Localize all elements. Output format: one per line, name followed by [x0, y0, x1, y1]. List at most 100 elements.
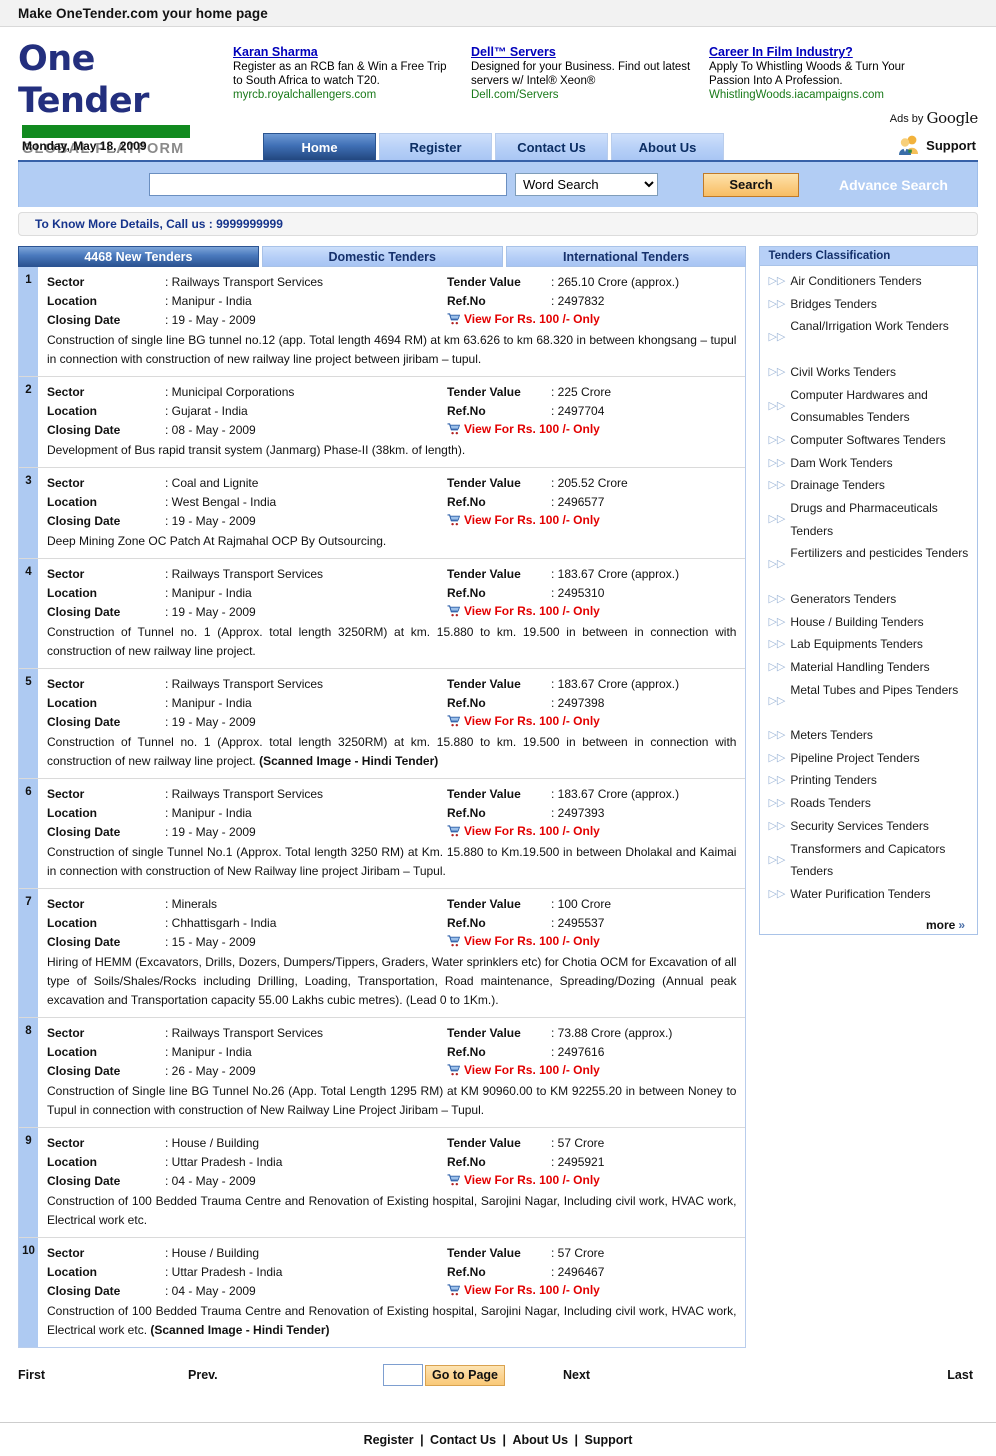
classification-item[interactable]: ▷▷ Air Conditioners Tenders — [766, 270, 971, 293]
pagination-prev[interactable]: Prev. — [188, 1368, 218, 1382]
view-tender-link[interactable]: View For Rs. 100 /- Only — [447, 714, 736, 728]
tender-note: (Scanned Image - Hindi Tender) — [150, 1323, 330, 1337]
footer-separator: | — [571, 1432, 582, 1447]
tender-left-fields: Sector: Railways Transport Services Locat… — [47, 785, 447, 842]
classification-item[interactable]: ▷▷ Meters Tenders — [766, 724, 971, 747]
closing-date-value: : 19 - May - 2009 — [165, 715, 256, 729]
tab-home[interactable]: Home — [263, 133, 376, 160]
classification-item[interactable]: ▷▷ Computer Hardwares and Consumables Ten… — [766, 384, 971, 429]
ads-region: Karan Sharma Register as an RCB fan & Wi… — [233, 33, 978, 131]
classification-item[interactable]: ▷▷ Bridges Tenders — [766, 293, 971, 316]
tab-register[interactable]: Register — [379, 133, 492, 160]
ref-no-label: Ref.No — [447, 806, 486, 820]
tab-international-tenders[interactable]: International Tenders — [505, 246, 747, 267]
classification-item-label: Water Purification Tenders — [790, 886, 931, 901]
support-link[interactable]: Support — [897, 134, 976, 156]
footer-link-register[interactable]: Register — [363, 1432, 414, 1447]
sector-value: : House / Building — [165, 1246, 260, 1260]
tender-value-amount: : 225 Crore — [551, 385, 612, 399]
go-to-page-button[interactable]: Go to Page — [425, 1364, 505, 1386]
location-value: : Manipur - India — [165, 294, 252, 308]
view-tender-link[interactable]: View For Rs. 100 /- Only — [447, 604, 736, 618]
page-number-input[interactable] — [383, 1364, 423, 1386]
classification-item-label: Bridges Tenders — [790, 296, 877, 311]
pagination-last[interactable]: Last — [947, 1368, 973, 1382]
logo-green-bar — [22, 125, 190, 138]
sector-value: : Railways Transport Services — [165, 275, 324, 289]
cart-icon — [447, 825, 460, 837]
chevron-double-right-icon: ▷▷ — [768, 479, 786, 492]
chevron-double-right-icon: ▷▷ — [768, 275, 786, 287]
classification-item[interactable]: ▷▷ Canal/Irrigation Work Tenders — [766, 315, 971, 360]
make-homepage-text[interactable]: Make OneTender.com your home page — [18, 5, 268, 21]
view-tender-link[interactable]: View For Rs. 100 /- Only — [447, 824, 736, 838]
search-button[interactable]: Search — [703, 172, 799, 197]
classification-more-link[interactable]: more» — [760, 914, 977, 934]
tender-value-label: Tender Value — [447, 385, 521, 399]
classification-item[interactable]: ▷▷ Metal Tubes and Pipes Tenders — [766, 679, 971, 724]
ad-title-link-3[interactable]: Career In Film Industry? — [709, 45, 853, 59]
tender-body: Sector: Railways Transport Services Locat… — [38, 779, 745, 888]
classification-item[interactable]: ▷▷ Roads Tenders — [766, 792, 971, 815]
ad-url-1[interactable]: myrcb.royalchallengers.com — [233, 89, 377, 101]
view-tender-label: View For Rs. 100 /- Only — [464, 714, 600, 728]
footer-link-about-us[interactable]: About Us — [512, 1432, 569, 1447]
tender-description: Construction of Tunnel no. 1 (Approx. to… — [47, 625, 737, 658]
advance-search-link[interactable]: Advance Search — [839, 176, 948, 193]
tender-left-fields: Sector: Railways Transport Services Locat… — [47, 1024, 447, 1081]
classification-item[interactable]: ▷▷ Lab Equipments Tenders — [766, 633, 971, 656]
pagination-first[interactable]: First — [18, 1368, 46, 1382]
classification-item[interactable]: ▷▷ Computer Softwares Tenders — [766, 429, 971, 452]
tender-value-amount: : 57 Crore — [551, 1136, 605, 1150]
classification-item[interactable]: ▷▷ Water Purification Tenders — [766, 883, 971, 906]
view-tender-link[interactable]: View For Rs. 100 /- Only — [447, 1063, 736, 1077]
pagination-next[interactable]: Next — [562, 1368, 591, 1382]
cart-icon — [447, 935, 460, 947]
ref-no-label: Ref.No — [447, 1155, 486, 1169]
tender-description: Construction of 100 Bedded Trauma Centre… — [47, 1194, 737, 1227]
classification-item[interactable]: ▷▷ Drugs and Pharmaceuticals Tenders — [766, 497, 971, 542]
classification-item[interactable]: ▷▷ Transformers and Capicators Tenders — [766, 838, 971, 883]
tender-right-fields: Tender Value: 57 Crore Ref.No: 2496467 Vie… — [447, 1244, 736, 1301]
classification-item[interactable]: ▷▷ Pipeline Project Tenders — [766, 747, 971, 770]
view-tender-link[interactable]: View For Rs. 100 /- Only — [447, 1283, 736, 1297]
classification-item[interactable]: ▷▷ Civil Works Tenders — [766, 361, 971, 384]
classification-item[interactable]: ▷▷ Fertilizers and pesticides Tenders — [766, 542, 971, 587]
ref-no-label: Ref.No — [447, 696, 486, 710]
ad-title-link-1[interactable]: Karan Sharma — [233, 45, 318, 59]
logo[interactable]: One Tender GLOBAL PLATFORM — [18, 33, 233, 157]
view-tender-link[interactable]: View For Rs. 100 /- Only — [447, 1173, 736, 1187]
classification-item-label: Computer Softwares Tenders — [790, 432, 946, 447]
view-tender-link[interactable]: View For Rs. 100 /- Only — [447, 422, 736, 436]
classification-item[interactable]: ▷▷ Material Handling Tenders — [766, 656, 971, 679]
view-tender-link[interactable]: View For Rs. 100 /- Only — [447, 312, 736, 326]
classification-item[interactable]: ▷▷ Drainage Tenders — [766, 474, 971, 497]
tender-value-label: Tender Value — [447, 275, 521, 289]
footer-link-support[interactable]: Support — [584, 1432, 633, 1447]
classification-item[interactable]: ▷▷ Security Services Tenders — [766, 815, 971, 838]
classification-item[interactable]: ▷▷ Printing Tenders — [766, 769, 971, 792]
tender-right-fields: Tender Value: 225 Crore Ref.No: 2497704 Vi… — [447, 383, 736, 440]
classification-item[interactable]: ▷▷ House / Building Tenders — [766, 611, 971, 634]
classification-item[interactable]: ▷▷ Dam Work Tenders — [766, 452, 971, 475]
tab-contact-us[interactable]: Contact Us — [495, 133, 608, 160]
tab-new-tenders[interactable]: 4468 New Tenders — [18, 246, 259, 267]
tender-list: 1 Sector: Railways Transport Services Loca… — [18, 267, 747, 1348]
ad-title-link-2[interactable]: Dell™ Servers — [471, 45, 556, 59]
footer-link-contact-us[interactable]: Contact Us — [430, 1432, 497, 1447]
tender-description: Construction of single Tunnel No.1 (Appr… — [47, 845, 737, 878]
tenders-classification-box: Tenders Classification ▷▷ Air Conditioner… — [759, 246, 978, 935]
view-tender-link[interactable]: View For Rs. 100 /- Only — [447, 934, 736, 948]
view-tender-link[interactable]: View For Rs. 100 /- Only — [447, 513, 736, 527]
tab-domestic-tenders[interactable]: Domestic Tenders — [261, 246, 503, 267]
ad-url-3[interactable]: WhistlingWoods.iacampaigns.com — [709, 89, 884, 101]
tender-left-fields: Sector: Minerals Location: Chhattisgarh -… — [47, 895, 447, 952]
tender-description: Construction of Single line BG Tunnel No… — [47, 1084, 737, 1117]
search-mode-select[interactable]: Word Search — [515, 173, 658, 196]
classification-item[interactable]: ▷▷ Generators Tenders — [766, 588, 971, 611]
ref-no-value: : 2496467 — [551, 1265, 605, 1279]
search-input[interactable] — [149, 173, 507, 196]
tab-about-us[interactable]: About Us — [611, 133, 724, 160]
ad-url-2[interactable]: Dell.com/Servers — [471, 89, 559, 101]
tender-body: Sector: House / Building Location: Uttar … — [38, 1128, 745, 1237]
